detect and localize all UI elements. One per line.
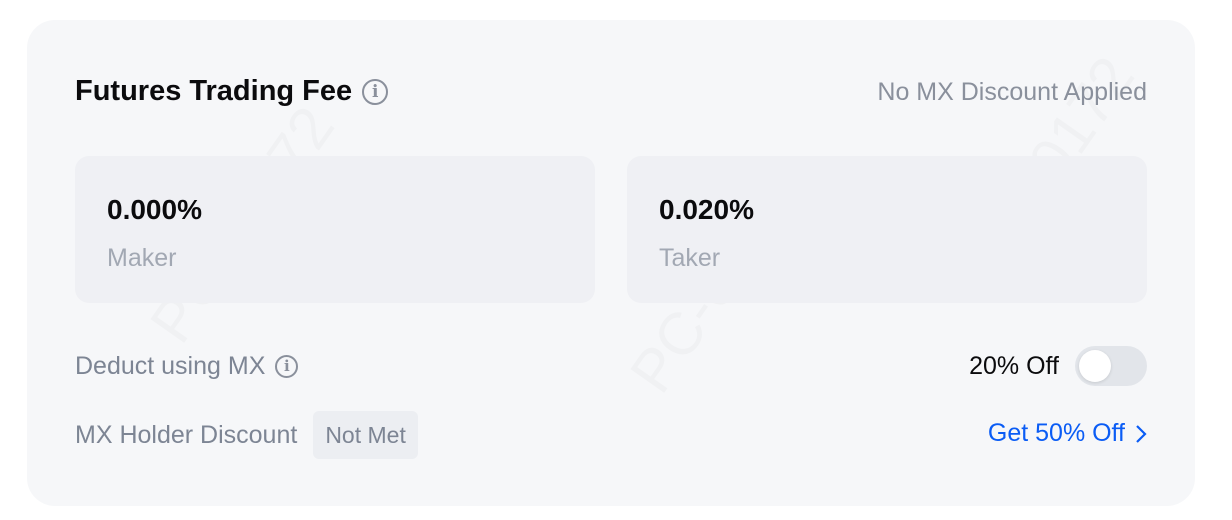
title-text: Futures Trading Fee	[75, 75, 353, 107]
toggle-knob	[1079, 350, 1111, 382]
card-title: Futures Trading Fee i	[75, 75, 389, 108]
deduct-label: Deduct using MX	[75, 351, 266, 380]
holder-label: MX Holder Discount	[75, 420, 298, 449]
get-discount-link[interactable]: Get 50% Off	[988, 419, 1147, 448]
holder-link-wrap: Get 50% Off	[988, 419, 1147, 448]
taker-fee-value: 0.020%	[659, 194, 754, 225]
deduct-control: 20% Off	[969, 346, 1147, 386]
deduct-mx-toggle[interactable]	[1075, 346, 1147, 386]
deduct-row: Deduct using MX i	[75, 348, 299, 384]
maker-fee-box: 0.000% Maker	[75, 156, 595, 303]
status-badge: Not Met	[313, 411, 418, 459]
taker-fee-box: 0.020% Taker	[627, 156, 1147, 303]
info-icon[interactable]: i	[362, 78, 389, 105]
discount-status: No MX Discount Applied	[877, 78, 1147, 106]
deduct-discount: 20% Off	[969, 351, 1059, 380]
holder-row: MX Holder Discount Not Met	[75, 411, 418, 459]
maker-fee-label: Maker	[107, 244, 177, 272]
chevron-right-icon	[1136, 424, 1147, 443]
info-icon[interactable]: i	[275, 354, 299, 378]
maker-fee-value: 0.000%	[107, 194, 202, 225]
taker-fee-label: Taker	[659, 244, 721, 272]
link-text: Get 50% Off	[987, 419, 1125, 447]
futures-fee-card: PC-00172 PC-00172 PC-00172 Futures Tradi…	[27, 20, 1195, 506]
